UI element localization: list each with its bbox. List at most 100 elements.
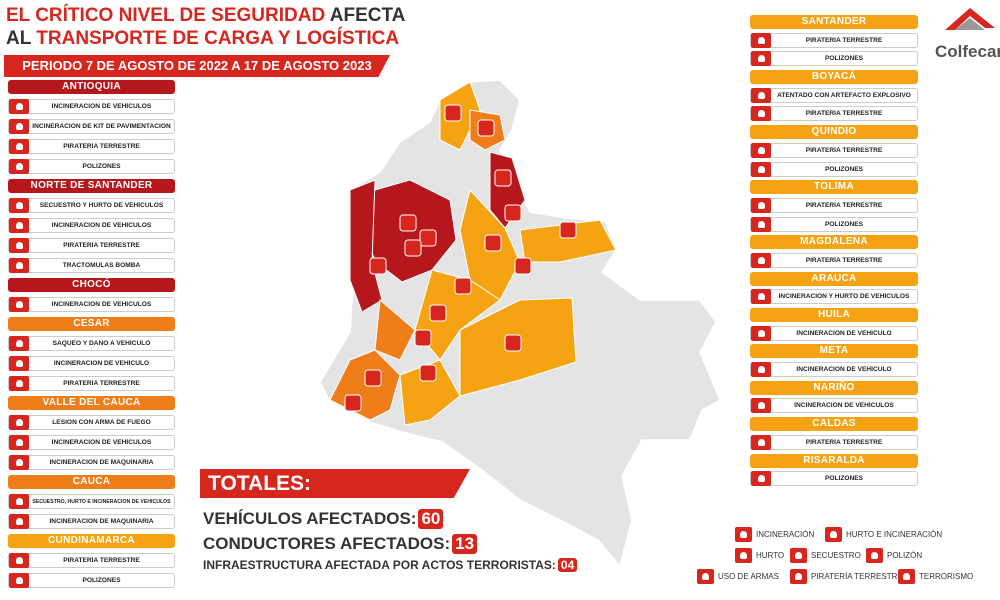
icon-glyph (15, 340, 23, 347)
icon-glyph (15, 518, 23, 525)
incident-item: PIRATERÍA TERRESTRE (750, 106, 918, 122)
incident-item: SECUESTRO, HURTO E INCINERACIÓN DE VEHÍC… (8, 494, 175, 509)
icon (9, 376, 29, 391)
icon-glyph (757, 366, 765, 374)
incident-text: PIRATERÍA TERRESTRE (805, 36, 883, 44)
icon-glyph (757, 36, 765, 44)
region (399, 359, 461, 426)
incident-item: PIRATERÍA TERRESTRE (8, 139, 175, 154)
icon (898, 569, 915, 584)
icon (9, 198, 29, 213)
incident-text: PIRATERÍA TERRESTRE (63, 557, 140, 564)
incident-item: INCINERACIÓN DE VEHÍCULO (750, 325, 918, 341)
icon (866, 548, 883, 563)
incident-item: INCINERACIÓN DE VEHÍCULOS (8, 218, 175, 233)
department-header: TOLIMA (750, 180, 918, 195)
icon-glyph (757, 201, 765, 209)
icon (751, 106, 771, 122)
department-header: META (750, 344, 918, 359)
total-row: VEHÍCULOS AFECTADOS: 60 (203, 509, 444, 529)
period: PERIODO 7 DE AGOSTO DE 2022 A 17 DE AGOS… (4, 55, 390, 77)
title-part: EL CRÍTICO NIVEL DE SEGURIDAD (6, 5, 326, 26)
legend-item: HURTO E INCINERACIÓN (825, 527, 942, 542)
incident-item: POLIZONES (750, 216, 918, 232)
icon (9, 356, 29, 371)
icon-glyph (757, 438, 765, 446)
icon-glyph (15, 380, 23, 387)
icon-glyph (757, 293, 765, 301)
legend-label: PIRATERÍA TERRESTRE (811, 572, 903, 581)
icon-glyph (757, 475, 765, 483)
icon-glyph (757, 329, 765, 337)
icon (751, 51, 771, 67)
total-row: INFRAESTRUCTURA AFECTADA POR ACTOS TERRO… (203, 558, 578, 572)
incident-item: SAQUEO Y DAÑO A VEHÍCULO (8, 336, 175, 351)
icon (9, 258, 29, 273)
incident-text: PIRATERÍA TERRESTRE (805, 146, 883, 154)
legend-label: POLIZÓN (887, 551, 923, 560)
incident-text: INCINERACIÓN DE VEHÍCULOS (51, 301, 152, 308)
incident-text: INCINERACIÓN DE MAQUINARIA (49, 518, 154, 525)
incident-text: INCINERACIÓN Y HURTO DE VEHÍCULOS (778, 293, 910, 301)
icon (751, 142, 771, 158)
department-header: RISARALDA (750, 453, 918, 468)
icon (751, 362, 771, 378)
legend-item: POLIZÓN (866, 548, 922, 563)
icon (790, 569, 807, 584)
incident-item: TRACTOMULAS BOMBA (8, 258, 175, 273)
total-label: INFRAESTRUCTURA AFECTADA POR ACTOS TERRO… (203, 558, 556, 572)
icon (9, 218, 29, 233)
icon (9, 139, 29, 154)
icon-glyph (757, 91, 765, 99)
total-row: CONDUCTORES AFECTADOS: 13 (203, 534, 478, 554)
incident-item: INCINERACIÓN DE KIT DE PAVIMENTACIÓN (8, 119, 175, 134)
right-list: SANTANDER PIRATERÍA TERRESTRE POLIZONES BOY… (750, 15, 918, 490)
incident-item: PIRATERÍA TERRESTRE (8, 238, 175, 253)
department-header: SANTANDER (750, 15, 918, 29)
icon-glyph (15, 143, 23, 150)
icon-glyph (757, 220, 765, 228)
icon (735, 548, 752, 563)
incident-item: POLIZONES (750, 51, 918, 67)
icon (9, 99, 29, 114)
department-header: CESAR (8, 317, 175, 331)
icon (751, 471, 771, 487)
incident-text: POLIZONES (824, 220, 864, 228)
legend-item: SECUESTRO (790, 548, 861, 563)
department-header: CALDAS (750, 417, 918, 432)
incident-item: POLIZONES (8, 159, 175, 174)
incident-text: PIRATERÍA TERRESTRE (805, 256, 883, 264)
incident-item: LESIÓN CON ARMA DE FUEGO (8, 415, 175, 430)
incident-text: PIRATERÍA TERRESTRE (63, 143, 140, 150)
logo-mark (945, 8, 995, 30)
incident-text: PIRATERÍA TERRESTRE (63, 242, 140, 249)
icon-glyph (757, 165, 765, 173)
incident-text: POLIZONES (824, 55, 864, 63)
icon-glyph (15, 262, 23, 269)
icon (9, 297, 29, 312)
icon-glyph (15, 222, 23, 229)
icon (751, 398, 771, 414)
icon (751, 197, 771, 213)
icon (9, 159, 29, 174)
icon-glyph (15, 498, 23, 505)
incident-text: INCINERACIÓN DE VEHÍCULOS (51, 103, 152, 110)
title-part: AFECTA (329, 5, 406, 26)
incident-item: PIRATERÍA TERRESTRE (750, 32, 918, 48)
icon (9, 494, 29, 509)
incident-text: PIRATERÍA TERRESTRE (63, 380, 140, 387)
icon (751, 161, 771, 177)
totals-title: TOTALES: (200, 469, 470, 498)
icon-glyph (903, 573, 910, 580)
incident-text: SECUESTRO, HURTO E INCINERACIÓN DE VEHÍC… (32, 498, 171, 505)
department-header: NORTE DE SANTANDER (8, 179, 175, 193)
incident-text: INCINERACIÓN DE KIT DE PAVIMENTACIÓN (32, 123, 171, 130)
incident-item: INCINERACIÓN DE MAQUINARIA (8, 455, 175, 470)
incident-text: SECUESTRO Y HURTO DE VEHÍCULOS (39, 202, 164, 209)
legend-label: HURTO E INCINERACIÓN (846, 530, 943, 539)
incident-item: INCINERACIÓN DE VEHÍCULOS (8, 297, 175, 312)
incident-text: TRACTOMULAS BOMBA (62, 262, 141, 269)
department-header: ARAUCA (750, 271, 918, 286)
legend-label: USO DE ARMAS (718, 572, 779, 581)
region (519, 219, 617, 263)
